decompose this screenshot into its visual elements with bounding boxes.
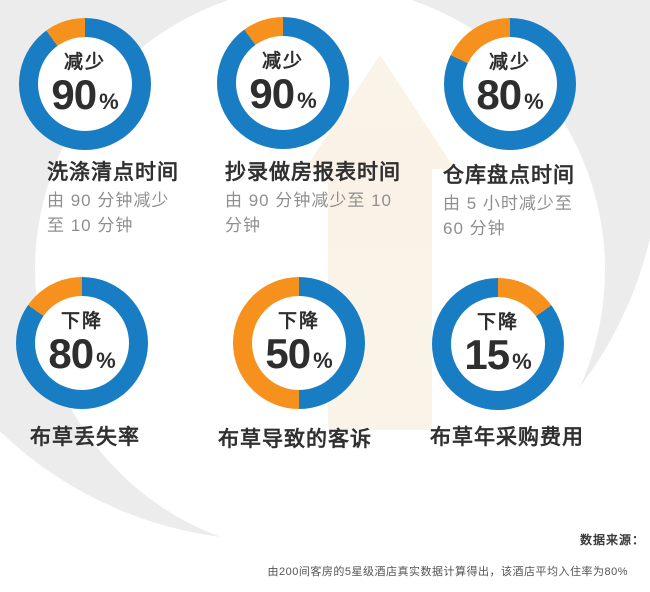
percent-sign: % xyxy=(512,348,532,374)
donut-hole: 减少 90 % xyxy=(38,37,132,131)
chart-title: 布草年采购费用 xyxy=(430,426,584,449)
percent-sign: % xyxy=(313,347,333,373)
donut-hole: 下降 80 % xyxy=(35,296,129,390)
donut-center-value: 15 % xyxy=(464,330,532,378)
percent-sign: % xyxy=(96,347,116,373)
chart-subtitle-line: 由 90 分钟减少 xyxy=(47,191,170,210)
donut-center-value: 90 % xyxy=(51,70,119,118)
donut-center-value: 80 % xyxy=(476,70,544,118)
donut-center-label: 下降 xyxy=(476,311,519,333)
chart-title: 仓库盘点时间 xyxy=(443,164,575,187)
chart-title: 洗涤清点时间 xyxy=(47,161,179,184)
source-note: 由200间客房的5星级酒店真实数据计算得出，该酒店平均入住率为80% xyxy=(267,566,628,578)
donut-center-label: 减少 xyxy=(261,50,304,72)
donut-center-value: 50 % xyxy=(265,329,333,377)
percent-value: 50 xyxy=(265,329,311,377)
donut-chart-laundry-count-time: 减少 90 % xyxy=(19,18,151,150)
donut-chart-warehouse-inventory-time: 减少 80 % xyxy=(444,18,576,150)
donut-chart-linen-loss-rate: 下降 80 % xyxy=(16,277,148,409)
percent-value: 90 xyxy=(249,69,295,117)
chart-title: 布草导致的客诉 xyxy=(218,428,372,451)
donut-center-label: 下降 xyxy=(277,310,320,332)
percent-sign: % xyxy=(524,88,544,114)
chart-subtitle: 由 90 分钟减少 至 10 分钟 xyxy=(47,188,169,238)
chart-title: 抄录做房报表时间 xyxy=(225,161,401,184)
donut-hole: 下降 50 % xyxy=(252,296,346,390)
percent-value: 15 xyxy=(464,330,510,378)
source-label: 数据来源： xyxy=(579,533,645,547)
donut-chart-linen-annual-purchase-cost: 下降 15 % xyxy=(432,278,564,410)
donut-hole: 减少 80 % xyxy=(463,37,557,131)
chart-subtitle-line: 分钟 xyxy=(225,216,261,235)
percent-sign: % xyxy=(99,88,119,114)
donut-chart-room-report-time: 减少 90 % xyxy=(217,17,349,149)
chart-subtitle: 由 90 分钟减少至 10 分钟 xyxy=(225,188,392,238)
chart-title: 布草丢失率 xyxy=(30,426,140,449)
donut-center-label: 减少 xyxy=(488,51,531,73)
donut-center-value: 80 % xyxy=(48,329,116,377)
donut-center-value: 90 % xyxy=(249,69,317,117)
donut-center-label: 减少 xyxy=(63,51,106,73)
chart-subtitle-line: 由 5 小时减少至 xyxy=(443,194,573,213)
donut-hole: 下降 15 % xyxy=(451,297,545,391)
chart-subtitle-line: 至 10 分钟 xyxy=(47,216,134,235)
percent-value: 80 xyxy=(48,329,94,377)
percent-value: 80 xyxy=(476,70,522,118)
percent-sign: % xyxy=(297,87,317,113)
chart-subtitle-line: 由 90 分钟减少至 10 xyxy=(225,191,392,210)
donut-hole: 减少 90 % xyxy=(236,36,330,130)
percent-value: 90 xyxy=(51,70,97,118)
donut-chart-linen-complaints: 下降 50 % xyxy=(233,277,365,409)
donut-center-label: 下降 xyxy=(60,310,103,332)
chart-subtitle-line: 60 分钟 xyxy=(443,219,506,238)
chart-subtitle: 由 5 小时减少至 60 分钟 xyxy=(443,191,573,241)
